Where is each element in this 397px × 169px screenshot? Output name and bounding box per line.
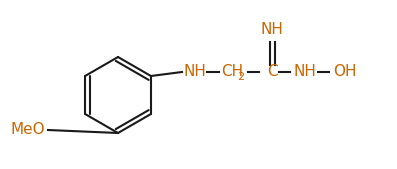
Text: OH: OH (333, 65, 357, 79)
Text: NH: NH (260, 22, 283, 38)
Text: NH: NH (183, 65, 206, 79)
Text: 2: 2 (237, 72, 245, 82)
Text: NH: NH (293, 65, 316, 79)
Text: C: C (267, 65, 278, 79)
Text: CH: CH (221, 65, 243, 79)
Text: MeO: MeO (11, 123, 45, 138)
